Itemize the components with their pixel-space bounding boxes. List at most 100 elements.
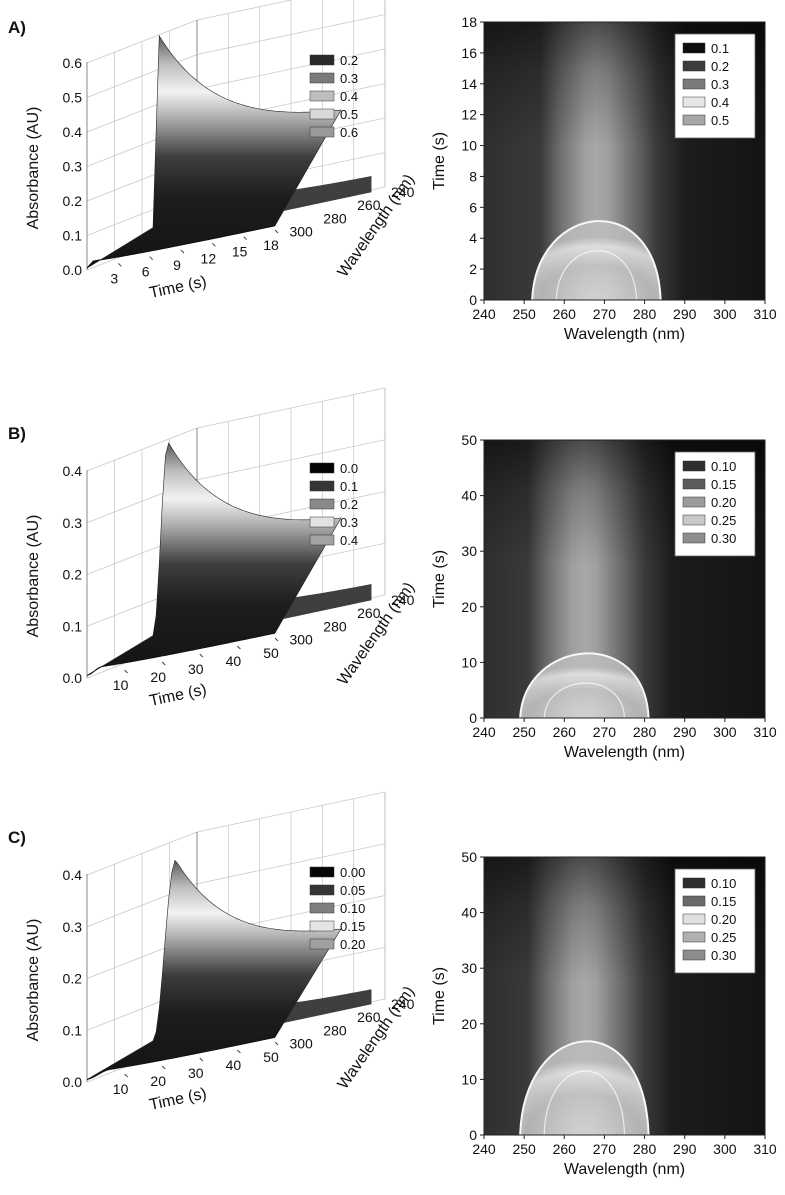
legend-swatch — [309, 108, 335, 120]
legend-swatch — [309, 920, 335, 932]
legend-label: 0.4 — [340, 533, 358, 548]
y-tick-label: 2 — [469, 261, 477, 277]
x-tick-mark — [161, 661, 166, 666]
z-tick-label: 0.3 — [63, 159, 83, 175]
legend-swatch — [682, 931, 706, 943]
y-tick-label: 20 — [461, 599, 477, 615]
grid-line — [196, 0, 293, 21]
x-tick-label: 40 — [226, 653, 242, 669]
x-tick-label: 10 — [113, 677, 129, 693]
legend-swatch — [682, 478, 706, 490]
contour-plot-a: 240 250 260 270 280 290 300 310 0 2 4 6 8 10 12 14 16 18 W… — [431, 14, 777, 343]
x-tick-mark — [199, 653, 204, 658]
y-tick-label: 260 — [357, 1009, 381, 1025]
legend-label: 0.3 — [340, 71, 358, 86]
x-tick-label: 250 — [512, 1141, 536, 1157]
x-tick-label: 310 — [753, 306, 777, 322]
legend-label: 0.10 — [340, 901, 365, 916]
y-axis-title: Time (s) — [431, 132, 448, 190]
legend-label: 0.2 — [711, 59, 729, 74]
legend-swatch — [309, 498, 335, 510]
legend-swatch — [309, 866, 335, 878]
x-tick-mark — [124, 669, 128, 674]
contour-line-inner — [543, 1070, 626, 1136]
z-tick-label: 0.1 — [63, 228, 83, 244]
x-tick-label: 3 — [110, 270, 118, 286]
y-tick-label: 0 — [469, 1127, 477, 1143]
legend-label: 0.2 — [340, 497, 358, 512]
z-axis-title: Absorbance (AU) — [25, 515, 42, 638]
legend-label: 0.1 — [340, 479, 358, 494]
x-tick-mark — [274, 637, 279, 642]
legend-swatch — [682, 877, 706, 889]
x-axis-title: Time (s) — [148, 681, 208, 710]
y-tick-label: 280 — [323, 210, 347, 226]
legend-swatch — [309, 462, 335, 474]
legend-label: 0.20 — [711, 912, 736, 927]
z-tick-label: 0.1 — [63, 1022, 83, 1038]
x-tick-label: 30 — [188, 1065, 204, 1081]
y-tick-label: 280 — [323, 618, 347, 634]
legend-swatch — [309, 126, 335, 138]
x-tick-label: 290 — [673, 724, 697, 740]
y-tick-label: 4 — [469, 230, 477, 246]
x-tick-label: 280 — [633, 724, 657, 740]
y-tick-label: 10 — [461, 1071, 477, 1087]
legend-label: 0.10 — [711, 459, 736, 474]
z-tick-label: 0.0 — [63, 670, 83, 686]
y-tick-label: 50 — [461, 849, 477, 865]
x-tick-label: 240 — [472, 724, 496, 740]
legend-label: 0.30 — [711, 948, 736, 963]
legend-label: 0.3 — [711, 77, 729, 92]
legend-swatch — [309, 534, 335, 546]
y-tick-label: 18 — [461, 14, 477, 30]
z-tick-label: 0.0 — [63, 1074, 83, 1090]
plot-frame — [483, 856, 766, 1136]
legend-swatch — [682, 913, 706, 925]
legend-label: 0.4 — [711, 95, 729, 110]
x-axis-title: Wavelength (nm) — [564, 326, 685, 343]
surface-plot-a: 0.0 0.1 0.2 0.3 0.4 0.5 0.6 3 6 9 12 15 18 240 260 280 3… — [25, 0, 418, 302]
y-tick-label: 280 — [323, 1022, 347, 1038]
legend-label: 0.15 — [711, 477, 736, 492]
x-tick-label: 50 — [263, 1049, 279, 1065]
y-tick-label: 10 — [461, 654, 477, 670]
x-tick-label: 260 — [553, 1141, 577, 1157]
x-tick-label: 270 — [593, 724, 617, 740]
legend-label: 0.10 — [711, 876, 736, 891]
legend-swatch — [682, 949, 706, 961]
panel-label-b: B) — [8, 424, 26, 443]
y-tick-label: 300 — [289, 632, 313, 648]
y-tick-label: 260 — [357, 605, 381, 621]
legend-label: 0.15 — [711, 894, 736, 909]
legend-label: 0.2 — [340, 53, 358, 68]
contour-line-outer — [519, 1040, 650, 1136]
y-tick-label: 12 — [461, 107, 477, 123]
x-tick-label: 50 — [263, 645, 279, 661]
x-tick-label: 270 — [593, 306, 617, 322]
legend-label: 0.20 — [340, 937, 365, 952]
legend-swatch — [309, 72, 335, 84]
x-tick-label: 250 — [512, 724, 536, 740]
x-tick-mark — [199, 1057, 204, 1062]
x-tick-mark — [124, 1073, 128, 1078]
z-tick-label: 0.5 — [63, 90, 83, 106]
x-tick-label: 300 — [713, 724, 737, 740]
surface-front-edge — [86, 632, 276, 676]
x-tick-mark — [274, 229, 279, 234]
y-tick-label: 0 — [469, 710, 477, 726]
y-tick-label: 40 — [461, 905, 477, 921]
panel-label-c: C) — [8, 828, 26, 847]
legend-swatch — [309, 54, 335, 66]
z-tick-label: 0.2 — [63, 193, 83, 209]
x-tick-label: 310 — [753, 1141, 777, 1157]
z-tick-label: 0.2 — [63, 971, 83, 987]
legend-label: 0.5 — [340, 107, 358, 122]
x-axis-title: Wavelength (nm) — [564, 744, 685, 761]
z-tick-label: 0.4 — [63, 463, 83, 479]
x-tick-label: 12 — [201, 250, 217, 266]
y-tick-label: 8 — [469, 168, 477, 184]
x-tick-label: 15 — [232, 244, 248, 260]
x-tick-label: 30 — [188, 661, 204, 677]
y-tick-label: 300 — [289, 224, 313, 240]
